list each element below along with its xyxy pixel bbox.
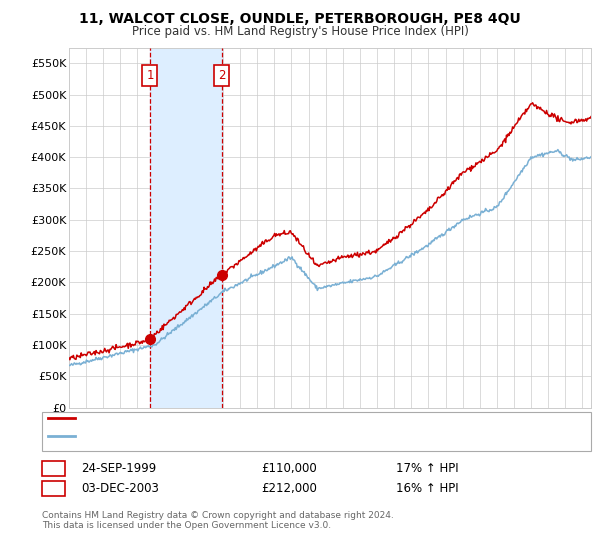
Text: Contains HM Land Registry data © Crown copyright and database right 2024.
This d: Contains HM Land Registry data © Crown c… xyxy=(42,511,394,530)
Text: 2: 2 xyxy=(50,482,57,495)
Text: 2: 2 xyxy=(218,69,226,82)
Text: 1: 1 xyxy=(50,462,57,475)
Text: 03-DEC-2003: 03-DEC-2003 xyxy=(81,482,159,495)
Text: 17% ↑ HPI: 17% ↑ HPI xyxy=(396,462,458,475)
Text: £110,000: £110,000 xyxy=(261,462,317,475)
Text: 11, WALCOT CLOSE, OUNDLE, PETERBOROUGH, PE8 4QU: 11, WALCOT CLOSE, OUNDLE, PETERBOROUGH, … xyxy=(79,12,521,26)
Text: £212,000: £212,000 xyxy=(261,482,317,495)
Text: 24-SEP-1999: 24-SEP-1999 xyxy=(81,462,156,475)
Text: 11, WALCOT CLOSE, OUNDLE, PETERBOROUGH, PE8 4QU (detached house): 11, WALCOT CLOSE, OUNDLE, PETERBOROUGH, … xyxy=(81,413,473,423)
Bar xyxy=(150,48,221,408)
Text: HPI: Average price, detached house, North Northamptonshire: HPI: Average price, detached house, Nort… xyxy=(81,431,401,441)
Text: 1: 1 xyxy=(146,69,154,82)
Text: Price paid vs. HM Land Registry's House Price Index (HPI): Price paid vs. HM Land Registry's House … xyxy=(131,25,469,38)
Text: 16% ↑ HPI: 16% ↑ HPI xyxy=(396,482,458,495)
